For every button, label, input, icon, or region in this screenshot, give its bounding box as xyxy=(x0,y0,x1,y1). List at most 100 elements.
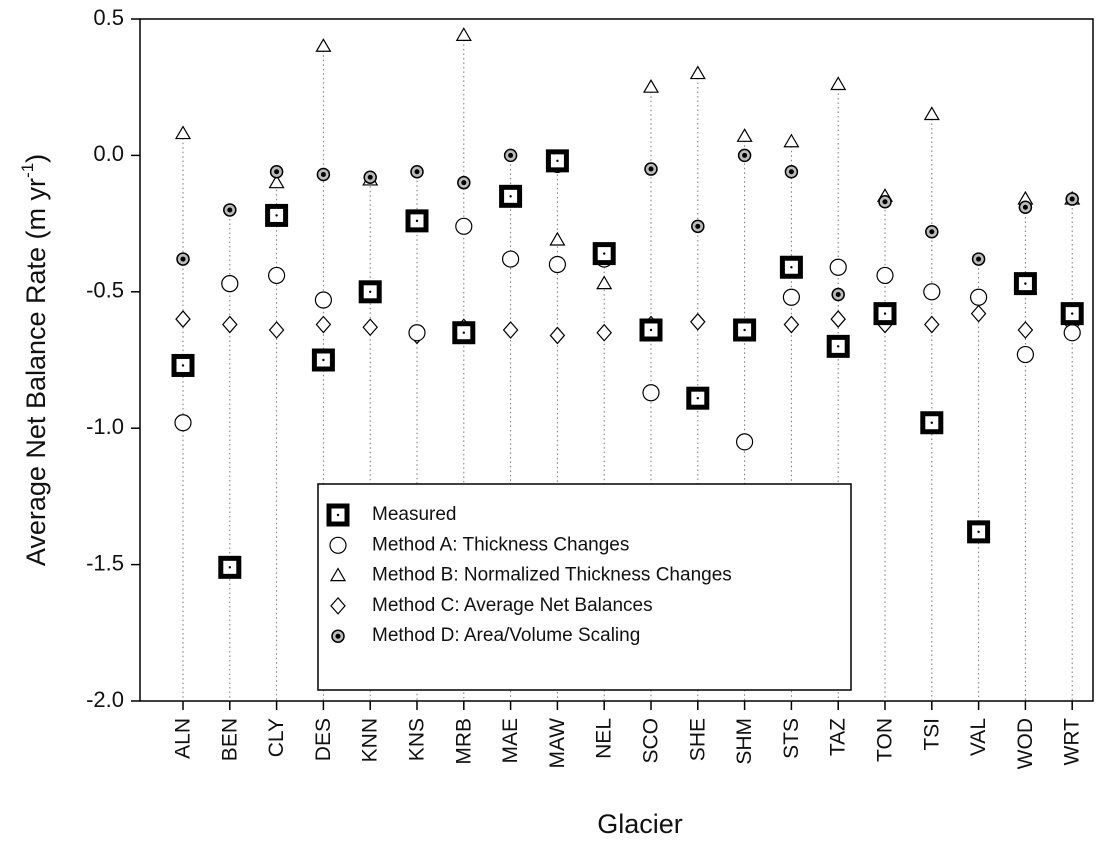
diamond-shape xyxy=(330,596,346,615)
x-tick-label: ALN xyxy=(172,718,195,759)
star-core xyxy=(648,166,654,172)
square-dot xyxy=(336,513,340,517)
plot-frame xyxy=(139,18,1094,702)
circle-shape xyxy=(314,291,332,309)
marker-square xyxy=(1060,302,1084,326)
marker-square xyxy=(920,411,944,435)
x-tick-label: MRB xyxy=(452,718,475,765)
diamond-shape xyxy=(830,310,846,328)
x-tick-label: CLY xyxy=(265,718,288,757)
marker-square xyxy=(873,302,897,326)
x-tick-label: TON xyxy=(874,718,897,762)
marker-diamond xyxy=(222,315,238,334)
triangle-shape xyxy=(549,231,566,246)
marker-diamond xyxy=(924,315,940,334)
marker-circle xyxy=(969,288,988,306)
x-tick-label: MAE xyxy=(499,718,522,764)
marker-circle xyxy=(408,324,426,342)
legend-box xyxy=(317,483,852,691)
square-dot xyxy=(509,195,512,198)
marker-square xyxy=(733,318,757,342)
triangle-shape xyxy=(830,76,847,91)
marker-star xyxy=(1018,200,1033,214)
marker-star xyxy=(457,175,471,190)
triangle-shape xyxy=(689,65,706,80)
x-tick-label: MAW xyxy=(546,718,569,769)
star-core xyxy=(335,633,341,639)
diamond-shape xyxy=(315,315,332,334)
marker-diamond xyxy=(315,315,332,334)
y-label-sup: -1 xyxy=(18,163,37,178)
marker-diamond xyxy=(330,596,346,615)
x-tick-label: VAL xyxy=(967,718,990,756)
marker-star xyxy=(644,162,658,176)
marker-circle xyxy=(923,283,941,301)
marker-circle xyxy=(1016,345,1035,364)
marker-triangle xyxy=(329,567,347,582)
x-tick-label: WRT xyxy=(1061,718,1084,766)
marker-square xyxy=(1013,272,1037,296)
star-core xyxy=(1022,204,1028,210)
marker-circle xyxy=(314,291,332,309)
square-dot xyxy=(415,219,419,223)
triangle-shape xyxy=(596,275,613,290)
y-tick-label: -1.5 xyxy=(86,550,124,575)
legend-label: Method C: Average Net Balances xyxy=(372,595,653,616)
square-dot xyxy=(743,328,746,332)
marker-circle xyxy=(735,433,754,451)
circle-shape xyxy=(829,258,847,276)
star-core xyxy=(274,169,280,175)
marker-star xyxy=(878,195,892,209)
marker-square xyxy=(311,348,335,372)
circle-shape xyxy=(408,324,426,342)
star-core xyxy=(976,256,982,262)
marker-star xyxy=(269,165,284,179)
y-axis-label: Average Net Balance Rate (m yr-1) xyxy=(18,154,51,566)
marker-square xyxy=(358,280,382,304)
marker-square xyxy=(826,334,850,358)
triangle-shape xyxy=(455,27,472,41)
square-dot xyxy=(181,364,185,367)
square-dot xyxy=(883,312,887,315)
square-dot xyxy=(649,328,653,332)
x-tick-label: SHM xyxy=(733,718,756,765)
triangle-shape xyxy=(923,106,940,121)
triangle-shape xyxy=(783,133,800,148)
marker-star xyxy=(691,219,705,234)
star-core xyxy=(1069,196,1075,202)
y-tick-label: 0.5 xyxy=(93,5,124,30)
y-label-end: ) xyxy=(21,154,51,163)
marker-diamond xyxy=(175,310,191,328)
circle-shape xyxy=(923,283,941,301)
x-tick-label: TSI xyxy=(920,718,943,751)
marker-triangle xyxy=(736,128,753,142)
marker-circle xyxy=(876,266,894,285)
marker-star xyxy=(1065,192,1079,206)
marker-star xyxy=(784,165,799,179)
marker-circle xyxy=(455,217,473,235)
y-label-text: Average Net Balance Rate (m yr xyxy=(21,178,51,566)
circle-shape xyxy=(969,288,988,306)
marker-square xyxy=(218,555,242,579)
marker-star xyxy=(176,252,190,266)
marker-square xyxy=(405,209,429,233)
square-dot xyxy=(275,214,278,217)
marker-square xyxy=(452,321,476,345)
marker-star xyxy=(737,148,752,163)
marker-square xyxy=(499,184,523,208)
triangle-shape xyxy=(329,567,347,582)
marker-diamond xyxy=(783,315,800,334)
marker-diamond xyxy=(830,310,846,328)
diamond-shape xyxy=(175,310,191,328)
star-core xyxy=(367,174,373,180)
square-dot xyxy=(228,566,231,569)
square-dot xyxy=(790,266,793,269)
circle-shape xyxy=(174,414,192,432)
x-tick-label: NEL xyxy=(593,718,616,759)
marker-triangle xyxy=(268,174,285,189)
diamond-shape xyxy=(362,318,378,337)
x-tick-label: STS xyxy=(780,718,803,759)
square-dot xyxy=(1071,312,1074,315)
marker-star xyxy=(223,203,237,217)
square-dot xyxy=(603,252,606,255)
